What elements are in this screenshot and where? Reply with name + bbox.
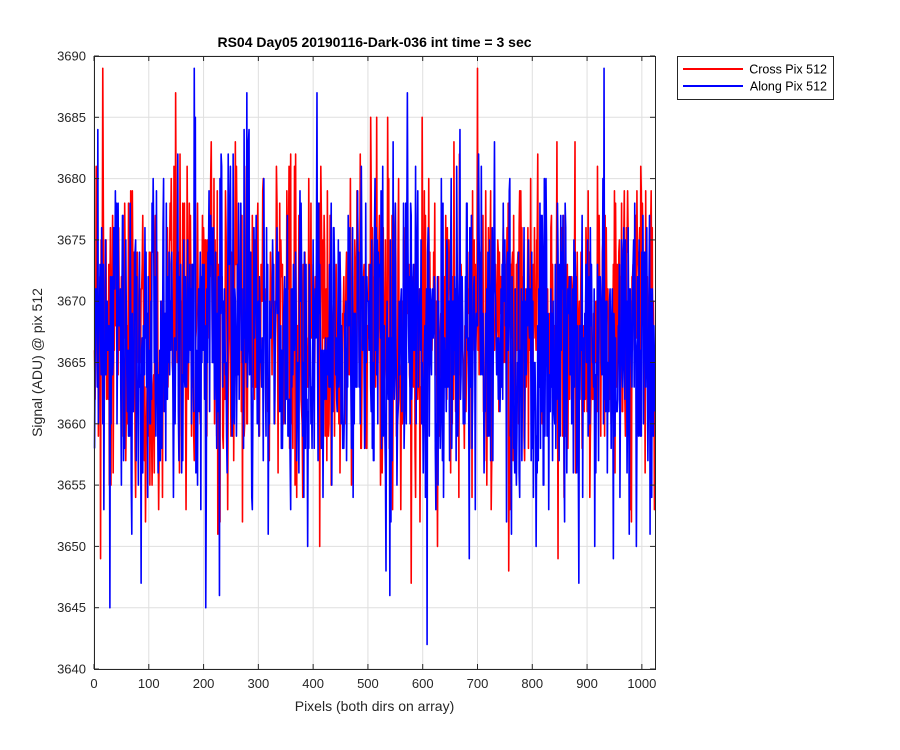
legend-entry-along: Along Pix 512 xyxy=(750,80,827,94)
y-tick-label: 3645 xyxy=(57,600,86,615)
x-tick-label: 500 xyxy=(357,676,379,691)
x-tick-label: 200 xyxy=(193,676,215,691)
x-tick-label: 0 xyxy=(90,676,97,691)
y-tick-label: 3650 xyxy=(57,539,86,554)
y-tick-label: 3675 xyxy=(57,232,86,247)
x-tick-label: 800 xyxy=(521,676,543,691)
chart-title: RS04 Day05 20190116-Dark-036 int time = … xyxy=(217,34,531,50)
y-tick-label: 3690 xyxy=(57,49,86,64)
y-tick-label: 3665 xyxy=(57,355,86,370)
y-tick-label: 3685 xyxy=(57,110,86,125)
x-tick-label: 100 xyxy=(138,676,160,691)
x-tick-label: 700 xyxy=(467,676,489,691)
y-tick-label: 3640 xyxy=(57,662,86,677)
series-layer xyxy=(93,67,656,646)
y-tick-label: 3680 xyxy=(57,171,86,186)
legend-entry-cross: Cross Pix 512 xyxy=(749,63,827,77)
legend-box xyxy=(677,56,834,100)
y-tick-label: 3660 xyxy=(57,416,86,431)
x-tick-label: 400 xyxy=(302,676,324,691)
ticks: 0 100 200 300 400 500 600 700 800 900 1000 3640 3645… xyxy=(57,49,656,692)
x-axis-label: Pixels (both dirs on array) xyxy=(295,698,455,714)
legend: Cross Pix 512 Along Pix 512 xyxy=(677,56,834,100)
y-tick-label: 3670 xyxy=(57,294,86,309)
x-tick-label: 900 xyxy=(576,676,598,691)
series-line-along xyxy=(93,67,656,646)
x-tick-label: 300 xyxy=(248,676,270,691)
x-tick-label: 600 xyxy=(412,676,434,691)
x-tick-label: 1000 xyxy=(627,676,656,691)
y-tick-label: 3655 xyxy=(57,478,86,493)
y-axis-label: Signal (ADU) @ pix 512 xyxy=(29,288,45,437)
